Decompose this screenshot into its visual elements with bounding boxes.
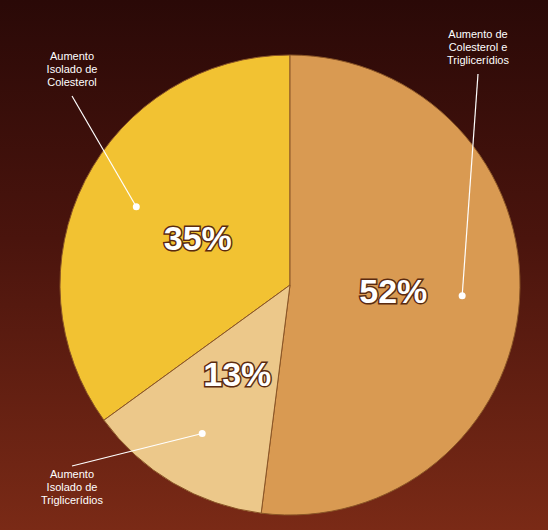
svg-text:AumentoIsolado deColesterol: AumentoIsolado deColesterol bbox=[47, 50, 98, 88]
svg-text:13%: 13% bbox=[203, 355, 271, 393]
svg-text:52%: 52% bbox=[359, 272, 427, 310]
svg-text:35%: 35% bbox=[164, 219, 232, 257]
svg-text:Aumento deColesterol eTriglice: Aumento deColesterol eTriglicerídios bbox=[447, 28, 509, 66]
svg-text:AumentoIsolado deTriglicerídio: AumentoIsolado deTriglicerídios bbox=[41, 468, 103, 506]
